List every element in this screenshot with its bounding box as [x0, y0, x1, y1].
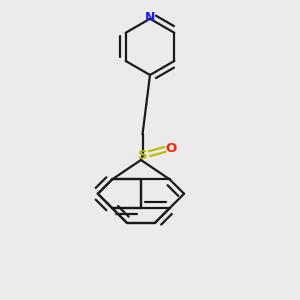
Text: N: N: [145, 11, 155, 24]
Text: S: S: [138, 149, 147, 162]
Text: O: O: [165, 142, 176, 155]
